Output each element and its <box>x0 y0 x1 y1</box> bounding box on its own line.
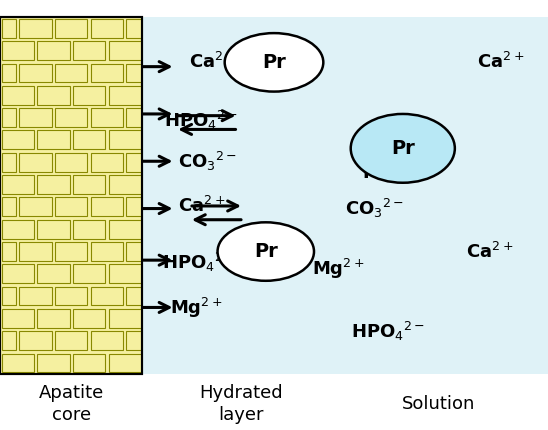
FancyBboxPatch shape <box>91 108 123 127</box>
FancyBboxPatch shape <box>109 353 141 372</box>
Text: Pr: Pr <box>262 53 286 72</box>
FancyBboxPatch shape <box>2 197 16 216</box>
FancyBboxPatch shape <box>109 86 141 105</box>
FancyBboxPatch shape <box>2 41 34 60</box>
FancyBboxPatch shape <box>73 309 105 328</box>
FancyBboxPatch shape <box>20 286 52 305</box>
FancyBboxPatch shape <box>73 86 105 105</box>
Ellipse shape <box>218 222 314 281</box>
FancyBboxPatch shape <box>20 19 52 38</box>
Text: CO$_3$$^{2-}$: CO$_3$$^{2-}$ <box>178 150 237 173</box>
FancyBboxPatch shape <box>55 242 88 261</box>
Text: Pr: Pr <box>391 139 415 158</box>
FancyBboxPatch shape <box>37 309 70 328</box>
FancyBboxPatch shape <box>37 264 70 283</box>
FancyBboxPatch shape <box>37 41 70 60</box>
FancyBboxPatch shape <box>91 197 123 216</box>
FancyBboxPatch shape <box>126 331 141 350</box>
Text: CO$_3$$^{2-}$: CO$_3$$^{2-}$ <box>345 197 404 220</box>
FancyBboxPatch shape <box>109 220 141 239</box>
Text: Ca$^{2+}$: Ca$^{2+}$ <box>189 52 236 72</box>
FancyBboxPatch shape <box>20 64 52 83</box>
FancyBboxPatch shape <box>2 331 16 350</box>
Text: layer: layer <box>218 406 264 424</box>
Text: Solution: Solution <box>402 395 475 413</box>
FancyBboxPatch shape <box>2 353 34 372</box>
FancyBboxPatch shape <box>91 331 123 350</box>
FancyBboxPatch shape <box>126 286 141 305</box>
FancyBboxPatch shape <box>55 331 88 350</box>
FancyBboxPatch shape <box>2 286 16 305</box>
FancyBboxPatch shape <box>126 64 141 83</box>
Ellipse shape <box>351 114 455 183</box>
FancyBboxPatch shape <box>37 220 70 239</box>
Text: Apatite: Apatite <box>38 384 104 402</box>
Text: core: core <box>52 406 91 424</box>
Bar <box>142 17 548 374</box>
FancyBboxPatch shape <box>20 197 52 216</box>
FancyBboxPatch shape <box>126 197 141 216</box>
FancyBboxPatch shape <box>109 41 141 60</box>
FancyBboxPatch shape <box>126 242 141 261</box>
FancyBboxPatch shape <box>73 175 105 194</box>
FancyBboxPatch shape <box>73 41 105 60</box>
Bar <box>0 17 142 374</box>
FancyBboxPatch shape <box>37 86 70 105</box>
FancyBboxPatch shape <box>37 130 70 149</box>
FancyBboxPatch shape <box>91 64 123 83</box>
FancyBboxPatch shape <box>55 64 88 83</box>
FancyBboxPatch shape <box>73 220 105 239</box>
Text: Ca$^{2+}$: Ca$^{2+}$ <box>477 52 524 72</box>
FancyBboxPatch shape <box>126 19 141 38</box>
FancyBboxPatch shape <box>2 19 16 38</box>
FancyBboxPatch shape <box>91 153 123 172</box>
FancyBboxPatch shape <box>91 286 123 305</box>
FancyBboxPatch shape <box>55 197 88 216</box>
FancyBboxPatch shape <box>2 130 34 149</box>
Text: HPO$_4$$^{2-}$: HPO$_4$$^{2-}$ <box>351 319 425 343</box>
FancyBboxPatch shape <box>73 353 105 372</box>
FancyBboxPatch shape <box>20 242 52 261</box>
FancyBboxPatch shape <box>55 19 88 38</box>
Text: Mg$^{2+}$: Mg$^{2+}$ <box>312 257 365 281</box>
FancyBboxPatch shape <box>55 286 88 305</box>
FancyBboxPatch shape <box>109 264 141 283</box>
FancyBboxPatch shape <box>126 153 141 172</box>
FancyBboxPatch shape <box>20 153 52 172</box>
FancyBboxPatch shape <box>20 108 52 127</box>
FancyBboxPatch shape <box>2 264 34 283</box>
FancyBboxPatch shape <box>91 242 123 261</box>
FancyBboxPatch shape <box>55 108 88 127</box>
FancyBboxPatch shape <box>2 242 16 261</box>
Text: HPO$_4$$^{2-}$: HPO$_4$$^{2-}$ <box>164 109 238 132</box>
FancyBboxPatch shape <box>2 86 34 105</box>
FancyBboxPatch shape <box>2 64 16 83</box>
FancyBboxPatch shape <box>2 108 16 127</box>
Ellipse shape <box>225 33 323 92</box>
Bar <box>0 17 142 374</box>
FancyBboxPatch shape <box>20 331 52 350</box>
FancyBboxPatch shape <box>109 309 141 328</box>
FancyBboxPatch shape <box>109 130 141 149</box>
FancyBboxPatch shape <box>2 309 34 328</box>
Text: Pr: Pr <box>254 242 278 261</box>
FancyBboxPatch shape <box>109 175 141 194</box>
Text: Hydrated: Hydrated <box>199 384 283 402</box>
Text: Mg$^{2+}$: Mg$^{2+}$ <box>170 295 222 319</box>
Text: Ca$^{2+}$: Ca$^{2+}$ <box>178 197 225 216</box>
FancyBboxPatch shape <box>2 220 34 239</box>
FancyBboxPatch shape <box>2 175 34 194</box>
Text: HPO$_4$$^{2-}$: HPO$_4$$^{2-}$ <box>362 160 436 184</box>
FancyBboxPatch shape <box>91 19 123 38</box>
Text: Ca$^{2+}$: Ca$^{2+}$ <box>466 242 513 261</box>
FancyBboxPatch shape <box>55 153 88 172</box>
FancyBboxPatch shape <box>37 353 70 372</box>
FancyBboxPatch shape <box>73 130 105 149</box>
FancyBboxPatch shape <box>73 264 105 283</box>
Text: HPO$_4$$^{2-}$: HPO$_4$$^{2-}$ <box>162 251 236 274</box>
FancyBboxPatch shape <box>126 108 141 127</box>
FancyBboxPatch shape <box>37 175 70 194</box>
FancyBboxPatch shape <box>2 153 16 172</box>
